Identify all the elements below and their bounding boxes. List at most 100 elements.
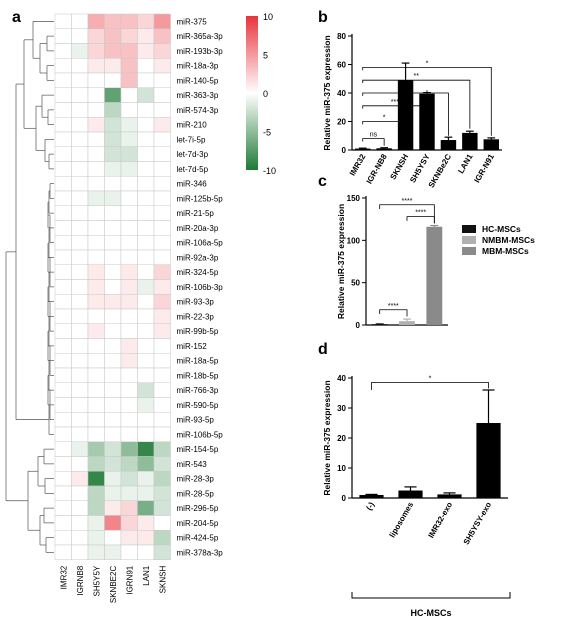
y-axis-label: Relative miR-375 expression	[336, 204, 346, 319]
heatmap-cell	[153, 471, 171, 487]
heatmap-column-label: SKNSH	[158, 566, 167, 594]
heatmap-cell	[104, 412, 122, 428]
heatmap-cell	[104, 43, 122, 59]
heatmap-cell	[120, 131, 138, 147]
heatmap-cell	[54, 515, 72, 531]
heatmap-cell	[54, 544, 72, 560]
heatmap-row-labels: miR-375 miR-365a-3p miR-193b-3p miR-18a-3p m…	[177, 17, 224, 557]
heatmap-cell	[137, 220, 155, 236]
colorbar-tick-label: 10	[263, 12, 273, 22]
heatmap-row-label: miR-365a-3p	[177, 32, 224, 41]
heatmap-column-label: IGRN91	[125, 565, 134, 594]
bar	[476, 423, 501, 498]
bar	[398, 490, 423, 498]
heatmap-row-label: miR-204-5p	[177, 519, 219, 528]
heatmap-row-label: miR-210	[177, 121, 208, 130]
heatmap-cell	[87, 220, 105, 236]
heatmap-cell	[87, 249, 105, 265]
heatmap-cell	[137, 382, 155, 398]
significance-label: ****	[388, 303, 399, 310]
heatmap-cell	[104, 205, 122, 221]
y-tick-label: 20	[337, 434, 346, 443]
heatmap-row-label: miR-21-5p	[177, 209, 215, 218]
heatmap-cell	[54, 72, 72, 88]
y-tick-label: 0	[356, 321, 361, 330]
legend-label: NMBM-MSCs	[482, 235, 535, 245]
x-tick-label: liposomes	[388, 500, 416, 539]
heatmap-cell	[54, 28, 72, 44]
bar	[437, 494, 462, 498]
y-tick-label: 100	[347, 236, 361, 245]
heatmap-cell	[104, 544, 122, 560]
heatmap-cell	[153, 353, 171, 369]
heatmap-row-label: miR-125b-5p	[177, 194, 224, 203]
heatmap-cell	[104, 382, 122, 398]
heatmap-cell	[120, 102, 138, 118]
heatmap-cell	[104, 235, 122, 251]
significance-bracket	[362, 66, 492, 136]
heatmap-cell	[104, 13, 122, 29]
heatmap-row-label: miR-18a-5p	[177, 357, 219, 366]
heatmap-cell	[120, 441, 138, 457]
heatmap-cell	[137, 323, 155, 339]
heatmap-cell	[54, 382, 72, 398]
y-tick-label: 30	[337, 404, 346, 413]
heatmap-cell	[71, 102, 89, 118]
heatmap-row-label: miR-18a-3p	[177, 62, 219, 71]
heatmap-cell	[71, 43, 89, 59]
heatmap-cell	[71, 87, 89, 103]
x-tick-label: IGR-N91	[472, 152, 496, 184]
heatmap-row-label: miR-574-3p	[177, 106, 219, 115]
bar	[359, 495, 384, 498]
heatmap-cell	[153, 249, 171, 265]
significance-bracket	[362, 75, 406, 125]
heatmap-cell	[104, 294, 122, 310]
heatmap-cell	[104, 500, 122, 516]
significance-label: *	[426, 60, 429, 67]
heatmap-cell	[71, 205, 89, 221]
heatmap-cells	[54, 13, 171, 560]
heatmap-row-label: miR-766-3p	[177, 386, 219, 395]
bar	[462, 132, 478, 150]
heatmap-cell	[71, 471, 89, 487]
heatmap-cell	[137, 279, 155, 295]
significance-bracket	[371, 382, 489, 390]
heatmap-row-label: miR-154-5p	[177, 445, 219, 454]
heatmap-cell	[153, 412, 171, 428]
heatmap-cell	[120, 382, 138, 398]
heatmap-cell	[120, 338, 138, 354]
heatmap-cell	[120, 367, 138, 383]
heatmap-cell	[153, 323, 171, 339]
heatmap-row-label: miR-106b-5p	[177, 430, 224, 439]
heatmap-cell	[71, 456, 89, 472]
heatmap-cell	[104, 471, 122, 487]
heatmap-cell	[120, 294, 138, 310]
colorbar-tick-label: -10	[263, 166, 276, 176]
significance-label: *	[404, 86, 407, 93]
heatmap-cell	[71, 544, 89, 560]
heatmap-cell	[137, 176, 155, 192]
x-tick-label: LAN1	[456, 152, 475, 175]
heatmap-cell	[104, 456, 122, 472]
heatmap-cell	[104, 515, 122, 531]
heatmap-row-label: miR-363-3p	[177, 91, 219, 100]
y-tick-label: 40	[337, 374, 346, 383]
heatmap-cell	[87, 131, 105, 147]
heatmap-cell	[87, 515, 105, 531]
heatmap-cell	[87, 279, 105, 295]
heatmap-cell	[153, 43, 171, 59]
heatmap-cell	[71, 397, 89, 413]
heatmap-cell	[87, 87, 105, 103]
legend-label: HC-MSCs	[482, 224, 521, 234]
heatmap-cell	[71, 176, 89, 192]
heatmap-cell	[153, 146, 171, 162]
significance-bracket	[379, 309, 408, 317]
heatmap-cell	[137, 530, 155, 546]
panel-label-c: c	[318, 173, 327, 190]
heatmap-cell	[120, 353, 138, 369]
heatmap-cell	[137, 264, 155, 280]
x-tick-label: IGR-NB8	[365, 152, 390, 185]
heatmap-cell	[120, 235, 138, 251]
heatmap-row-label: miR-92a-3p	[177, 253, 219, 262]
x-tick-label: SH5YSY-exo	[462, 500, 494, 546]
